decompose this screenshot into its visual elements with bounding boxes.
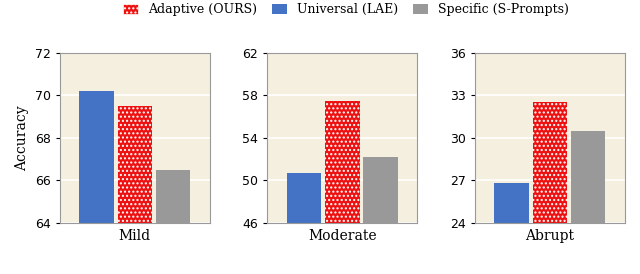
X-axis label: Abrupt: Abrupt (525, 229, 574, 242)
Bar (287, 173, 321, 223)
Y-axis label: Accuracy: Accuracy (15, 105, 29, 171)
Bar (364, 157, 398, 223)
Legend: Adaptive (OURS), Universal (LAE), Specific (S-Prompts): Adaptive (OURS), Universal (LAE), Specif… (118, 0, 573, 21)
Bar (156, 170, 190, 223)
Bar (325, 101, 360, 223)
Bar (571, 131, 605, 223)
X-axis label: Moderate: Moderate (308, 229, 376, 242)
Bar (118, 106, 152, 223)
Bar (79, 91, 114, 223)
Bar (494, 183, 529, 223)
Bar (532, 102, 567, 223)
X-axis label: Mild: Mild (118, 229, 151, 242)
